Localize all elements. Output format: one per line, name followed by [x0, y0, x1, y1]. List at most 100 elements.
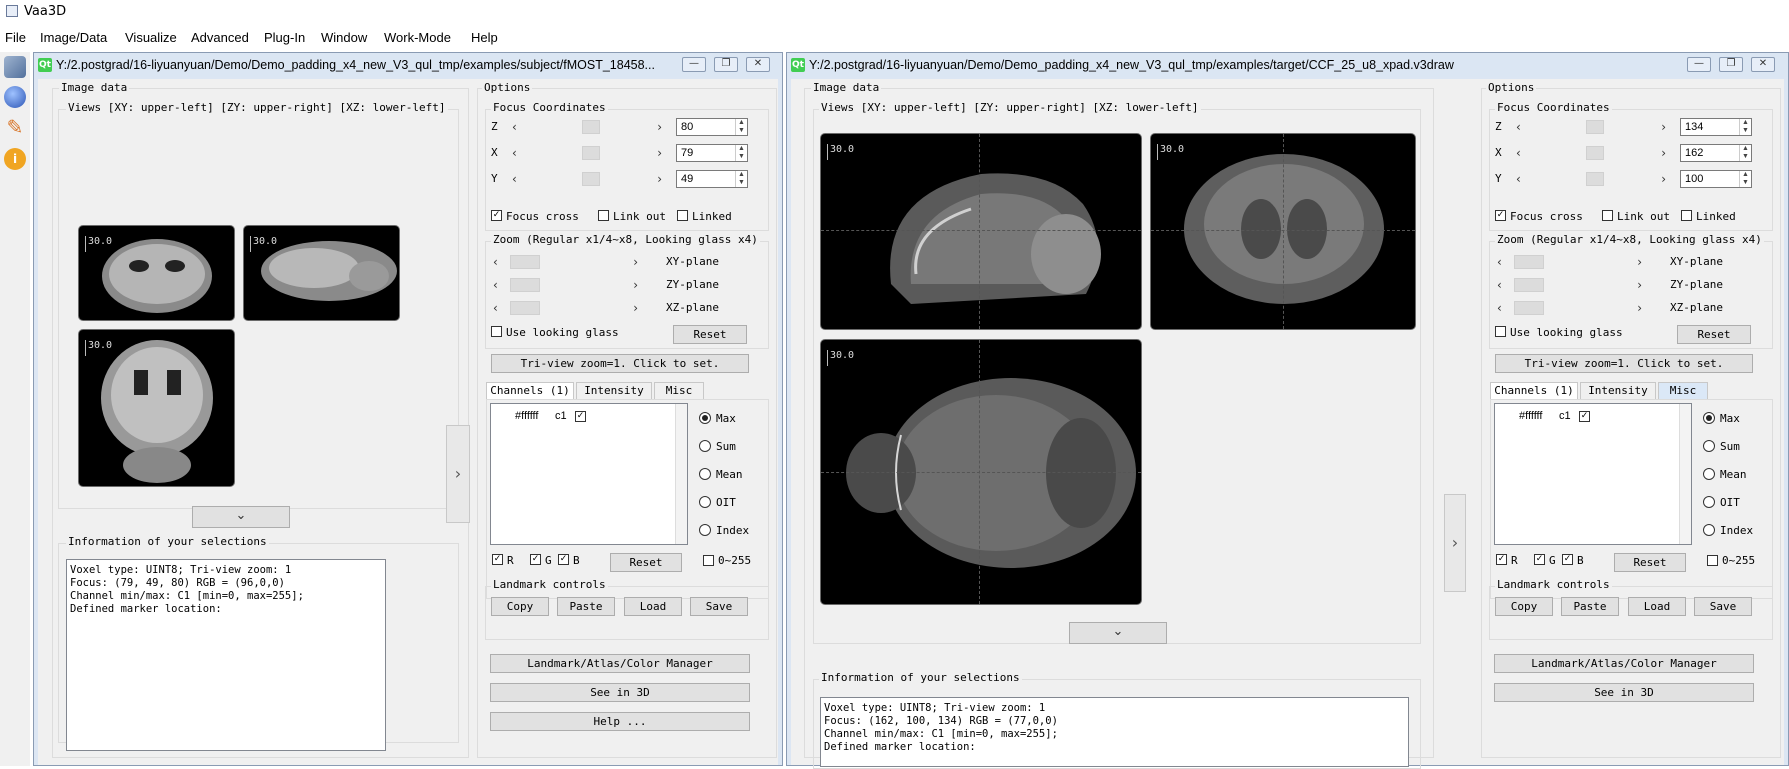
landmark-manager-button[interactable]: Landmark/Atlas/Color Manager: [490, 654, 750, 673]
minimize-button[interactable]: —: [682, 57, 706, 72]
b-checkbox[interactable]: ✓: [558, 554, 569, 565]
x-spinbox[interactable]: 162 ▲ ▼: [1680, 144, 1752, 162]
menu-plug-in[interactable]: Plug-In: [264, 30, 306, 45]
xy-zoom-slider[interactable]: ‹ ›: [493, 255, 638, 269]
channel-list[interactable]: #ffffff c1 ✓: [490, 403, 688, 545]
close-button[interactable]: ✕: [746, 57, 770, 72]
zy-view[interactable]: 30.0: [1150, 133, 1416, 330]
b-checkbox[interactable]: ✓: [1562, 554, 1573, 565]
menu-help[interactable]: Help: [471, 30, 498, 45]
menu-image-data[interactable]: Image/Data: [40, 30, 108, 45]
see-in-3d-button[interactable]: See in 3D: [490, 683, 750, 702]
info-textbox[interactable]: Voxel type: UINT8; Tri-view zoom: 1 Focu…: [820, 697, 1409, 767]
y-spinbox[interactable]: 49 ▲ ▼: [676, 170, 748, 188]
landmark-save-button[interactable]: Save: [690, 597, 748, 616]
tab-intensity[interactable]: Intensity: [576, 382, 652, 400]
globe-icon[interactable]: [4, 86, 26, 108]
z-spinbox[interactable]: 134 ▲ ▼: [1680, 118, 1752, 136]
mode-sum-radio[interactable]: [699, 440, 711, 452]
collapse-views-button[interactable]: ⌄: [1069, 622, 1167, 644]
y-spinbox[interactable]: 100 ▲ ▼: [1680, 170, 1752, 188]
expand-side-button[interactable]: ›: [446, 425, 470, 523]
mode-oit-radio[interactable]: [699, 496, 711, 508]
landmark-save-button[interactable]: Save: [1694, 597, 1752, 616]
link-out-checkbox[interactable]: [598, 210, 609, 221]
xz-zoom-slider[interactable]: ‹ ›: [1497, 301, 1642, 315]
mode-mean-radio[interactable]: [1703, 468, 1715, 480]
mode-max-radio[interactable]: [699, 412, 711, 424]
triview-zoom-button[interactable]: Tri-view zoom=1. Click to set.: [1495, 354, 1753, 373]
xz-zoom-slider[interactable]: ‹ ›: [493, 301, 638, 315]
tab-misc[interactable]: Misc: [1658, 382, 1708, 400]
g-checkbox[interactable]: ✓: [530, 554, 541, 565]
looking-glass-checkbox[interactable]: [1495, 326, 1506, 337]
zoom-reset-button[interactable]: Reset: [1677, 325, 1751, 344]
landmark-manager-button[interactable]: Landmark/Atlas/Color Manager: [1494, 654, 1754, 673]
tab-channels[interactable]: Channels (1): [486, 382, 574, 400]
tab-intensity[interactable]: Intensity: [1580, 382, 1656, 400]
landmark-load-button[interactable]: Load: [1628, 597, 1686, 616]
landmark-copy-button[interactable]: Copy: [491, 597, 549, 616]
channel-list[interactable]: #ffffff c1 ✓: [1494, 403, 1692, 545]
xz-view[interactable]: 30.0: [820, 339, 1142, 605]
minimize-button[interactable]: —: [1687, 57, 1711, 72]
channel-reset-button[interactable]: Reset: [610, 553, 682, 572]
mode-sum-radio[interactable]: [1703, 440, 1715, 452]
restore-button[interactable]: ❐: [1719, 57, 1743, 72]
channel-list-scrollbar[interactable]: [1679, 404, 1691, 544]
info-textbox[interactable]: Voxel type: UINT8; Tri-view zoom: 1 Focu…: [66, 559, 386, 751]
menu-window[interactable]: Window: [321, 30, 368, 45]
expand-side-button[interactable]: ›: [1444, 494, 1466, 592]
channel-visible-checkbox[interactable]: ✓: [575, 411, 586, 422]
collapse-views-button[interactable]: ⌄: [192, 506, 290, 528]
range-checkbox[interactable]: [1707, 555, 1718, 566]
menu-work-mode[interactable]: Work-Mode: [384, 30, 451, 45]
mode-index-radio[interactable]: [699, 524, 711, 536]
compass-icon[interactable]: ✎: [6, 115, 24, 139]
z-slider[interactable]: ‹ ›: [512, 120, 662, 134]
mode-max-radio[interactable]: [1703, 412, 1715, 424]
r-checkbox[interactable]: ✓: [492, 554, 503, 565]
xy-zoom-slider[interactable]: ‹ ›: [1497, 255, 1642, 269]
linked-checkbox[interactable]: [677, 210, 688, 221]
y-slider[interactable]: ‹ ›: [1516, 172, 1666, 186]
open-file-icon[interactable]: [4, 56, 26, 78]
landmark-copy-button[interactable]: Copy: [1495, 597, 1553, 616]
range-checkbox[interactable]: [703, 555, 714, 566]
g-checkbox[interactable]: ✓: [1534, 554, 1545, 565]
zy-view[interactable]: 30.0: [243, 225, 400, 321]
restore-button[interactable]: ❐: [714, 57, 738, 72]
help-button[interactable]: Help ...: [490, 712, 750, 731]
z-slider[interactable]: ‹ ›: [1516, 120, 1666, 134]
linked-checkbox[interactable]: [1681, 210, 1692, 221]
landmark-paste-button[interactable]: Paste: [557, 597, 615, 616]
x-spinbox[interactable]: 79 ▲ ▼: [676, 144, 748, 162]
zoom-reset-button[interactable]: Reset: [673, 325, 747, 344]
focus-cross-checkbox[interactable]: ✓: [491, 210, 502, 221]
xy-view[interactable]: 30.0: [820, 133, 1142, 330]
r-checkbox[interactable]: ✓: [1496, 554, 1507, 565]
landmark-paste-button[interactable]: Paste: [1561, 597, 1619, 616]
see-in-3d-button[interactable]: See in 3D: [1494, 683, 1754, 702]
mode-index-radio[interactable]: [1703, 524, 1715, 536]
mode-oit-radio[interactable]: [1703, 496, 1715, 508]
menu-visualize[interactable]: Visualize: [125, 30, 177, 45]
zy-zoom-slider[interactable]: ‹ ›: [1497, 278, 1642, 292]
x-slider[interactable]: ‹ ›: [1516, 146, 1666, 160]
channel-visible-checkbox[interactable]: ✓: [1579, 411, 1590, 422]
xy-view[interactable]: 30.0: [78, 225, 235, 321]
landmark-load-button[interactable]: Load: [624, 597, 682, 616]
z-spinbox[interactable]: 80 ▲ ▼: [676, 118, 748, 136]
mode-mean-radio[interactable]: [699, 468, 711, 480]
y-slider[interactable]: ‹ ›: [512, 172, 662, 186]
info-icon[interactable]: i: [4, 148, 26, 170]
menu-file[interactable]: File: [5, 30, 26, 45]
triview-zoom-button[interactable]: Tri-view zoom=1. Click to set.: [491, 354, 749, 373]
channel-list-scrollbar[interactable]: [675, 404, 687, 544]
x-slider[interactable]: ‹ ›: [512, 146, 662, 160]
tab-misc[interactable]: Misc: [654, 382, 704, 400]
menu-advanced[interactable]: Advanced: [191, 30, 249, 45]
close-button[interactable]: ✕: [1751, 57, 1775, 72]
channel-reset-button[interactable]: Reset: [1614, 553, 1686, 572]
link-out-checkbox[interactable]: [1602, 210, 1613, 221]
